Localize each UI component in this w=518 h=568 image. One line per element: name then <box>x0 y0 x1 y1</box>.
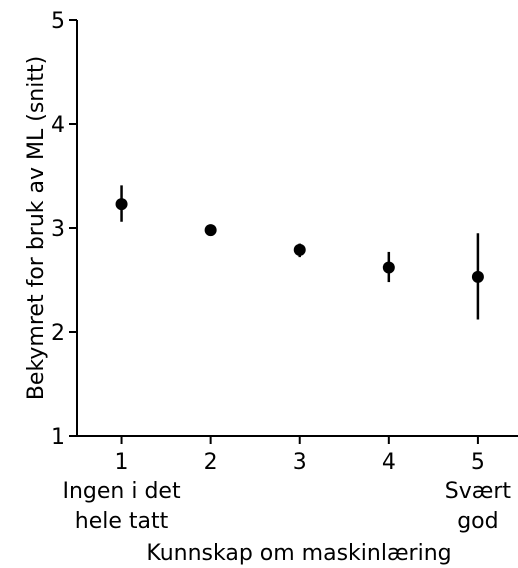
x-tick-label: 1 <box>115 450 129 475</box>
y-tick-label: 2 <box>51 321 65 346</box>
data-point <box>382 261 395 274</box>
x-extreme-label: Svært <box>445 479 512 504</box>
x-axis-title: Kunnskap om maskinlæring <box>146 541 451 566</box>
data-point <box>204 224 217 237</box>
x-extreme-label: god <box>457 509 498 534</box>
y-tick-label: 1 <box>51 425 65 450</box>
axes <box>76 20 518 437</box>
x-tick-label: 3 <box>293 450 307 475</box>
y-axis-title: Bekymret for bruk av ML (snitt) <box>24 56 49 400</box>
data-point <box>471 270 484 283</box>
x-tick-label: 4 <box>382 450 396 475</box>
ticks: 1 2 3 4 5 1 2 3 4 5 Ingen i det hele tatt Svært god <box>51 9 511 534</box>
y-tick-label: 3 <box>51 217 65 242</box>
x-extreme-label: Ingen i det <box>62 479 180 504</box>
y-tick-label: 5 <box>51 9 65 34</box>
x-tick-label: 2 <box>204 450 218 475</box>
data-marks <box>115 185 484 320</box>
x-tick-label: 5 <box>471 450 485 475</box>
data-point <box>115 198 128 211</box>
y-tick-label: 4 <box>51 113 65 138</box>
x-extreme-label: hele tatt <box>75 509 169 534</box>
data-point <box>293 243 306 256</box>
